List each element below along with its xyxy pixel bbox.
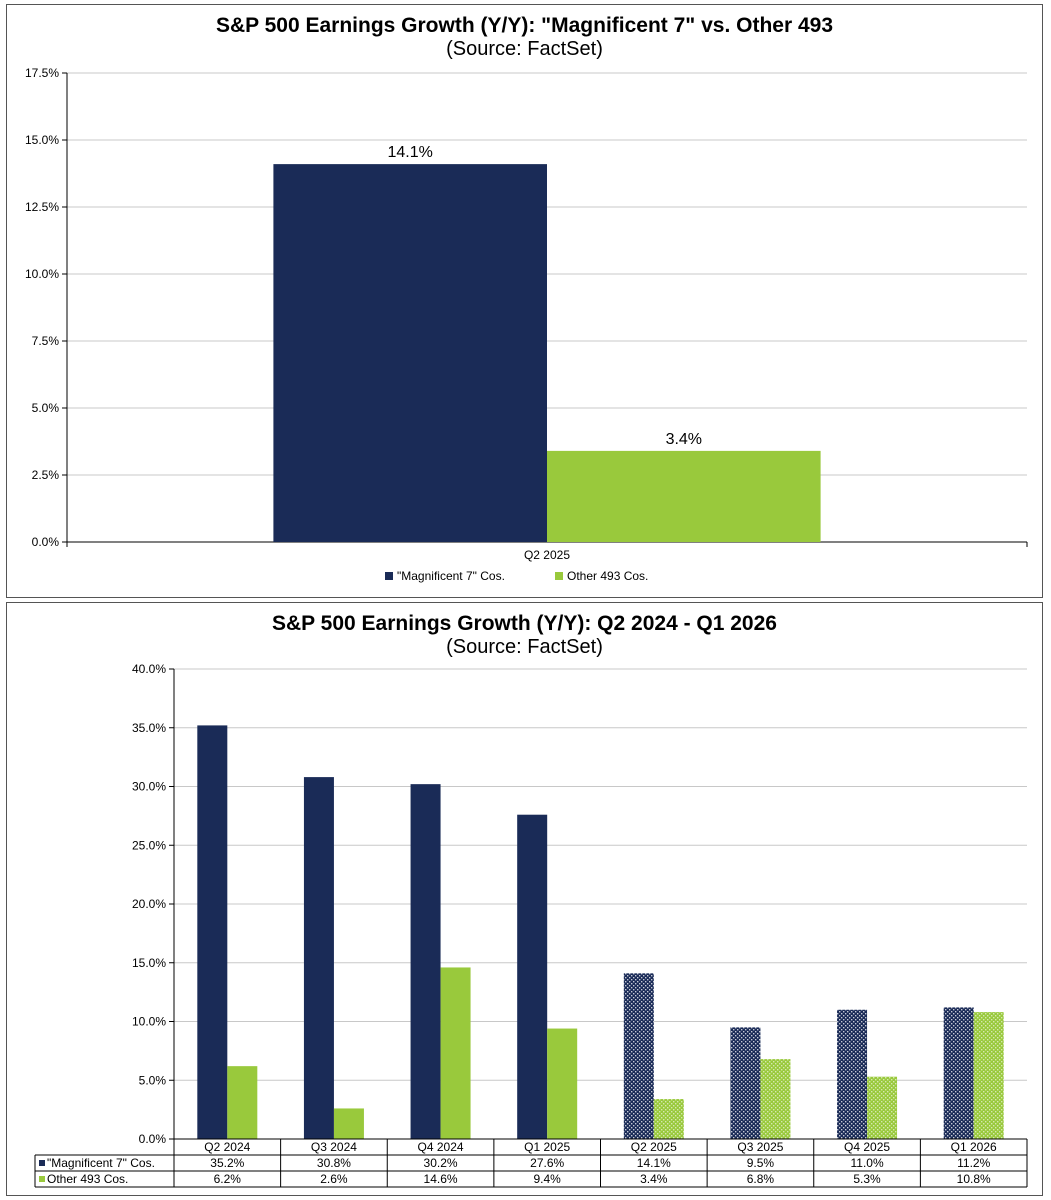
table-cell-other493: 5.3% — [853, 1172, 881, 1186]
bar-mag7 — [410, 784, 441, 1139]
bar-mag7 — [730, 1027, 761, 1139]
bar-other493 — [653, 1099, 684, 1139]
bar-mag7 — [623, 973, 654, 1139]
chart-title: S&P 500 Earnings Growth (Y/Y): Q2 2024 -… — [272, 612, 777, 635]
legend-label-mag7: "Magnificent 7" Cos. — [397, 569, 505, 583]
legend-swatch-other493 — [39, 1176, 45, 1182]
chart-panel-quarterly-growth: S&P 500 Earnings Growth (Y/Y): Q2 2024 -… — [6, 602, 1043, 1196]
chart-title: S&P 500 Earnings Growth (Y/Y): "Magnific… — [215, 14, 834, 37]
y-tick-label: 5.0% — [139, 1073, 167, 1087]
x-category-label: Q4 2024 — [418, 1140, 464, 1154]
chart-subtitle: (Source: FactSet) — [446, 636, 603, 658]
y-tick-label: 15.0% — [132, 956, 166, 970]
legend-swatch-mag7 — [385, 572, 393, 580]
table-cell-other493: 10.8% — [957, 1172, 991, 1186]
table-cell-other493: 9.4% — [534, 1172, 562, 1186]
bar-other493 — [547, 450, 821, 542]
x-category-label: Q3 2025 — [737, 1140, 783, 1154]
table-cell-mag7: 27.6% — [530, 1156, 564, 1170]
chart-subtitle: (Source: FactSet) — [446, 38, 603, 60]
x-category-label: Q1 2026 — [951, 1140, 997, 1154]
y-tick-label: 7.5% — [32, 334, 60, 348]
bar-mag7 — [273, 164, 547, 542]
bar-mag7 — [197, 725, 228, 1139]
y-tick-label: 0.0% — [139, 1132, 167, 1146]
legend-swatch-other493 — [555, 572, 563, 580]
bar-other493 — [760, 1059, 791, 1139]
y-tick-label: 35.0% — [132, 721, 166, 735]
table-cell-other493: 6.8% — [747, 1172, 775, 1186]
data-label: 14.1% — [388, 144, 433, 161]
x-category-label: Q2 2025 — [631, 1140, 677, 1154]
legend-label-other493: Other 493 Cos. — [567, 569, 648, 583]
x-category-label: Q2 2025 — [524, 548, 570, 562]
y-tick-label: 30.0% — [132, 780, 166, 794]
table-cell-mag7: 14.1% — [637, 1156, 671, 1170]
table-cell-mag7: 11.2% — [957, 1156, 990, 1170]
chart-1-plot: 0.0% 2.5% 5.0% 7.5% 10.0% 12.5% 15.0% 17.5% 14.1… — [25, 66, 1028, 583]
y-tick-label: 10.0% — [25, 267, 59, 281]
x-category-label: Q1 2025 — [524, 1140, 570, 1154]
bar-other493 — [973, 1012, 1004, 1139]
bar-mag7 — [943, 1007, 974, 1139]
x-category-label: Q3 2024 — [311, 1140, 357, 1154]
y-tick-label: 15.0% — [25, 133, 59, 147]
data-label: 3.4% — [666, 431, 702, 448]
bar-mag7 — [517, 814, 548, 1139]
legend-label-mag7: "Magnificent 7" Cos. — [47, 1156, 155, 1170]
y-tick-label: 17.5% — [25, 66, 59, 80]
chart-panel-mag7-vs-493: S&P 500 Earnings Growth (Y/Y): "Magnific… — [6, 4, 1043, 598]
y-tick-label: 12.5% — [25, 200, 59, 214]
legend-swatch-mag7 — [39, 1160, 45, 1166]
bar-other493 — [333, 1108, 364, 1139]
table-cell-mag7: 35.2% — [210, 1156, 244, 1170]
y-tick-label: 0.0% — [32, 535, 60, 549]
y-tick-label: 25.0% — [132, 838, 166, 852]
table-cell-other493: 3.4% — [640, 1172, 668, 1186]
table-cell-other493: 6.2% — [214, 1172, 242, 1186]
y-tick-label: 10.0% — [132, 1015, 166, 1029]
chart-2-plot: 0.0% 5.0% 10.0% 15.0% 20.0% 25.0% 30.0% 35.0% 40… — [34, 662, 1028, 1188]
bar-other493 — [867, 1076, 898, 1139]
y-tick-label: 2.5% — [32, 468, 60, 482]
bar-other493 — [440, 967, 471, 1139]
y-tick-label: 5.0% — [32, 401, 60, 415]
bar-other493 — [547, 1028, 578, 1139]
x-category-label: Q2 2024 — [204, 1140, 250, 1154]
bar-mag7 — [303, 777, 334, 1139]
table-cell-mag7: 9.5% — [747, 1156, 775, 1170]
y-tick-label: 40.0% — [132, 662, 166, 676]
legend-label-other493: Other 493 Cos. — [47, 1172, 128, 1186]
table-cell-mag7: 30.8% — [317, 1156, 351, 1170]
table-cell-other493: 14.6% — [424, 1172, 458, 1186]
table-cell-mag7: 11.0% — [850, 1156, 883, 1170]
table-cell-mag7: 30.2% — [424, 1156, 458, 1170]
y-tick-label: 20.0% — [132, 897, 166, 911]
bar-mag7 — [837, 1009, 868, 1139]
x-category-label: Q4 2025 — [844, 1140, 890, 1154]
bar-other493 — [227, 1066, 258, 1139]
table-cell-other493: 2.6% — [320, 1172, 348, 1186]
